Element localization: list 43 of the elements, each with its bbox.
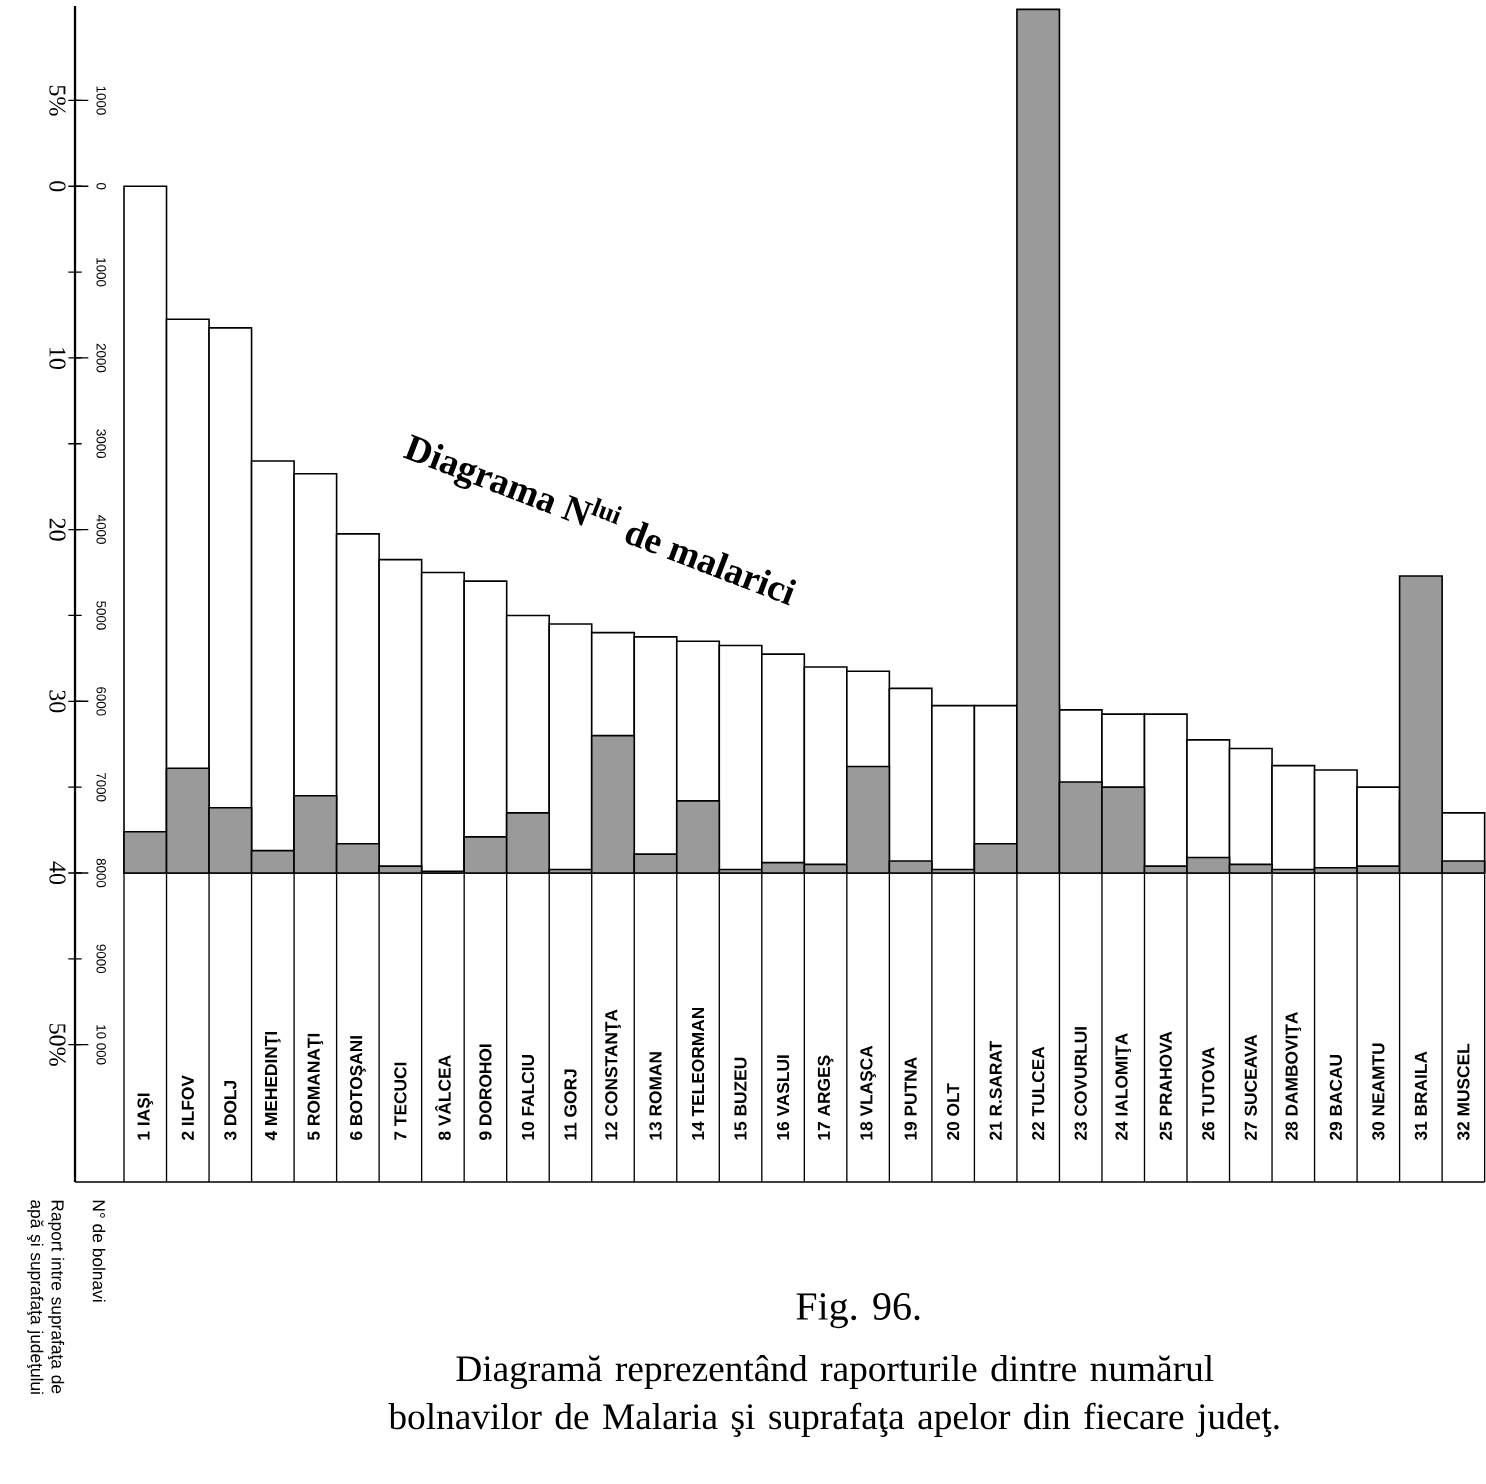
x-tick-label: 2 ILFOV <box>181 1075 194 1140</box>
y-tick-label: 30 <box>49 690 66 713</box>
x-tick-label: 29 BACAU <box>1329 1054 1342 1140</box>
text: Fig. 96. <box>796 1293 920 1329</box>
y-tick-label: 50% <box>49 1024 66 1066</box>
x-tick-label: 3 DOLJ <box>224 1081 237 1141</box>
x-tick-label: 12 CONSTANŢA <box>605 1009 621 1140</box>
x-tick-label: 18 VLAŞCA <box>860 1045 876 1140</box>
x-tick-label: 8 VÂLCEA <box>435 1055 451 1141</box>
x-tick-label: 19 PUTNA <box>904 1057 917 1140</box>
x-tick-label: 28 DAMBOVIŢA <box>1285 1012 1302 1140</box>
x-tick-label: 4 MEHEDINŢI <box>265 1031 281 1141</box>
x-tick-label: 32 MUSCEL <box>1457 1043 1470 1141</box>
x-tick-label: 9 DOROHOI <box>479 1044 492 1140</box>
x-tick-label: 17 ARGEŞ <box>817 1055 834 1140</box>
y2-axis-title: N° de bolnavi <box>92 1200 106 1302</box>
x-tick-label: 5 ROMANAŢI <box>307 1033 324 1141</box>
x-tick-label: 25 PRAHOVA <box>1159 1031 1172 1140</box>
x-tick-label: 16 VASLUI <box>776 1055 790 1140</box>
y-tick-label: 10 <box>49 348 66 370</box>
x-tick-label: 1 IAŞI <box>137 1093 154 1140</box>
x-tick-label: 20 OLT <box>947 1083 960 1140</box>
y-tick-label: 5% <box>49 85 66 116</box>
x-tick-label: 15 BUZEU <box>734 1057 747 1140</box>
x-tick-label: 11 GORJ <box>564 1069 577 1140</box>
x-tick-label: 21 R.SARAT <box>989 1040 1002 1140</box>
y-tick-label: 0 <box>49 181 66 192</box>
x-tick-label: 31 BRAILA <box>1414 1051 1428 1141</box>
x-tick-label: 24 IALOMIŢA <box>1115 1033 1132 1140</box>
text: Diagramă reprezentând raporturile dintre numărul bolnavilor de Malaria şi suprafaţa apelor din fiecare judeţ. <box>388 1355 1279 1437</box>
x-tick-label: 26 TUTOVA <box>1202 1047 1215 1140</box>
x-tick-label: 10 FALCIU <box>521 1054 535 1140</box>
x-tick-label: 6 BOTOŞANI <box>350 1036 366 1140</box>
x-tick-label: 22 TULCEA <box>1032 1046 1045 1140</box>
x-tick-label: 27 SUCEAVA <box>1244 1034 1257 1140</box>
x-tick-label: 23 COVURLUI <box>1074 1027 1087 1140</box>
x-tick-label: 13 ROMAN <box>649 1052 662 1140</box>
x-tick-label: 7 TECUCI <box>394 1062 407 1140</box>
y-axis-title: Raport intre suprafaţa de apă şi suprafaţa judeţului <box>27 1200 65 1394</box>
x-tick-label: 30 NEAMTU <box>1372 1043 1385 1141</box>
y-tick-label: 20 <box>49 518 66 541</box>
x-tick-label: 14 TELEORMAN <box>691 1007 705 1140</box>
y-tick-label: 40 <box>49 861 66 885</box>
